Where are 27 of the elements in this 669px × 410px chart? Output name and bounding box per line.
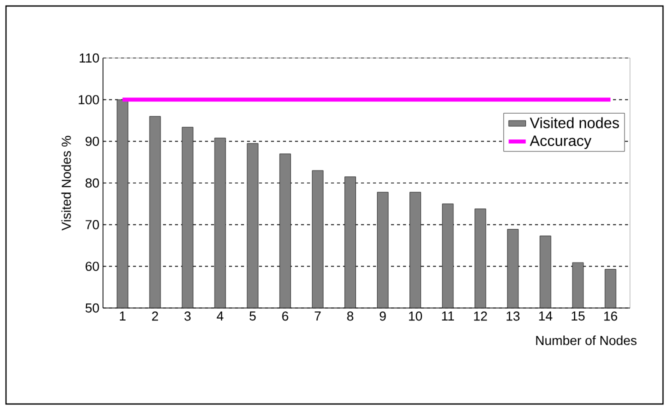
legend-label: Visited nodes [530, 117, 619, 128]
x-tick-label: 5 [250, 312, 256, 321]
y-tick-label: 60 [86, 262, 99, 271]
y-tick-label: 100 [78, 95, 99, 104]
y-tick-label: 90 [86, 136, 99, 146]
y-tick-label: 80 [86, 178, 99, 188]
x-tick-label: 2 [152, 312, 158, 321]
x-tick-label: 6 [282, 312, 288, 321]
x-tick-label: 8 [347, 312, 354, 321]
x-axis-title: Number of Nodes [536, 336, 637, 346]
legend-label: Accuracy [530, 136, 592, 149]
x-tick-label: 16 [604, 312, 618, 321]
x-tick-label: 9 [380, 312, 386, 321]
x-tick-label: 4 [216, 312, 224, 320]
x-tick-label: 11 [442, 312, 454, 320]
y-axis-title: Visited Nodes % [61, 136, 71, 231]
y-tick-label: 110 [80, 53, 99, 63]
y-tick-label: 70 [86, 220, 99, 230]
x-tick-label: 13 [506, 312, 520, 321]
x-tick-label: 3 [184, 312, 191, 321]
x-tick-label: 12 [474, 312, 487, 321]
x-tick-label: 15 [572, 312, 585, 321]
x-tick-label: 1 [120, 312, 126, 320]
x-tick-label: 7 [314, 312, 321, 320]
x-tick-label: 14 [539, 312, 552, 320]
y-tick-label: 50 [86, 303, 99, 313]
x-tick-label: 10 [409, 312, 422, 321]
